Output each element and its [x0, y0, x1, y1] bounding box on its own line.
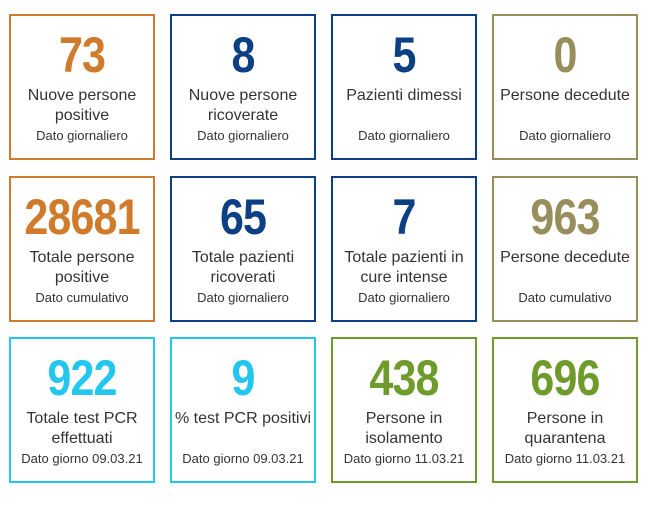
stat-card: 438 Persone in isolamento Dato giorno 11…	[331, 337, 477, 483]
stat-subtitle: Dato cumulativo	[35, 290, 129, 305]
stat-subtitle: Dato giornaliero	[36, 128, 128, 143]
stat-subtitle: Dato giorno 09.03.21	[182, 451, 304, 466]
stat-value: 73	[58, 27, 106, 83]
stat-value: 28681	[24, 189, 140, 245]
stat-label: Totale pazienti in cure intense	[344, 249, 464, 286]
stat-subtitle: Dato giorno 11.03.21	[343, 451, 465, 466]
stat-subtitle: Dato giornaliero	[519, 128, 611, 143]
stat-subtitle: Dato giorno 09.03.21	[21, 451, 143, 466]
stat-label: Persone in isolamento	[365, 410, 443, 447]
stat-label: Pazienti dimessi	[346, 87, 462, 104]
stat-card: 696 Persone in quarantena Dato giorno 11…	[492, 337, 638, 483]
stat-label: Nuove persone positive	[27, 87, 137, 124]
stat-value: 8	[231, 27, 255, 83]
stat-subtitle: Dato giornaliero	[197, 128, 289, 143]
stat-label: Persone decedute	[500, 87, 630, 104]
stat-value: 438	[369, 350, 439, 406]
stat-label: Nuove persone ricoverate	[188, 87, 298, 124]
stat-value: 9	[231, 350, 255, 406]
stat-card: 0 Persone decedute Dato giornaliero	[492, 14, 638, 160]
stat-subtitle: Dato giornaliero	[358, 290, 450, 305]
stat-label: Totale test PCR effettuati	[26, 410, 138, 447]
stat-subtitle: Dato cumulativo	[518, 290, 612, 305]
stat-label: % test PCR positivi	[174, 410, 312, 427]
stat-subtitle: Dato giornaliero	[197, 290, 289, 305]
stat-value: 922	[47, 350, 117, 406]
stat-subtitle: Dato giornaliero	[358, 128, 450, 143]
stat-value: 7	[392, 189, 416, 245]
stat-card: 922 Totale test PCR effettuati Dato gior…	[9, 337, 155, 483]
stat-card: 65 Totale pazienti ricoverati Dato giorn…	[170, 176, 316, 322]
stat-label: Persone in quarantena	[524, 410, 606, 447]
stat-card: 7 Totale pazienti in cure intense Dato g…	[331, 176, 477, 322]
stat-value: 65	[219, 189, 267, 245]
stat-value: 5	[392, 27, 416, 83]
stat-card: 73 Nuove persone positive Dato giornalie…	[9, 14, 155, 160]
stat-subtitle: Dato giorno 11.03.21	[504, 451, 626, 466]
stat-card: 28681 Totale persone positive Dato cumul…	[9, 176, 155, 322]
stat-value: 696	[530, 350, 600, 406]
stat-label: Persone decedute	[500, 249, 630, 266]
stat-label: Totale persone positive	[29, 249, 135, 286]
stat-card: 963 Persone decedute Dato cumulativo	[492, 176, 638, 322]
stat-label: Totale pazienti ricoverati	[191, 249, 295, 286]
stat-value: 963	[530, 189, 600, 245]
stat-card: 8 Nuove persone ricoverate Dato giornali…	[170, 14, 316, 160]
stat-value: 0	[553, 27, 577, 83]
stat-card: 9 % test PCR positivi Dato giorno 09.03.…	[170, 337, 316, 483]
stat-card: 5 Pazienti dimessi Dato giornaliero	[331, 14, 477, 160]
